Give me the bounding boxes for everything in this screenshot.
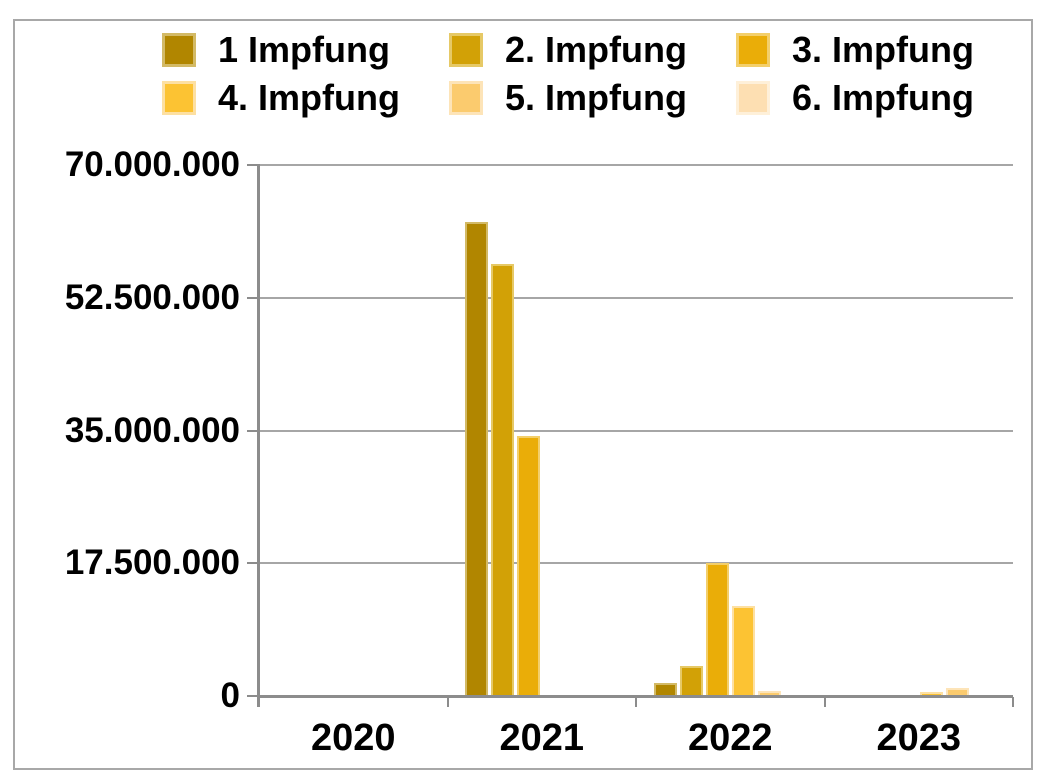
legend-swatch-4-impfung-icon [162, 81, 196, 115]
chart-outer-border [13, 19, 1033, 770]
legend-item-4-impfung: 4. Impfung [162, 74, 449, 122]
legend-swatch-5-impfung-icon [449, 81, 483, 115]
gridline [259, 164, 1013, 166]
bar-2022-impfung-5 [757, 691, 781, 696]
legend-swatch-1-impfung-icon [162, 33, 196, 67]
y-axis-tick [247, 164, 257, 166]
legend-swatch-3-impfung-icon [736, 33, 770, 67]
x-tick-label-2021: 2021 [499, 717, 585, 759]
bar-2023-impfung-4 [920, 692, 944, 696]
legend-label-5-impfung: 5. Impfung [505, 77, 687, 118]
bar-2021-impfung-1 [465, 222, 489, 696]
legend-item-1-impfung: 1 Impfung [162, 26, 449, 74]
y-tick-label-35m: 35.000.000 [64, 410, 240, 450]
legend-label-4-impfung: 4. Impfung [218, 77, 400, 118]
y-tick-label-70m: 70.000.000 [64, 145, 240, 184]
x-axis-tick [635, 697, 637, 707]
x-axis-tick [823, 697, 826, 707]
x-tick-label-2023: 2023 [876, 717, 962, 759]
bar-2022-impfung-2 [679, 666, 703, 696]
legend-label-3-impfung: 3. Impfung [792, 29, 974, 70]
bar-2021-impfung-3 [517, 436, 541, 696]
x-axis-tick [446, 697, 449, 707]
bar-2021-impfung-2 [491, 264, 515, 696]
x-tick-label-2022: 2022 [687, 717, 773, 759]
gridline [259, 296, 1013, 299]
bar-2022-impfung-1 [653, 683, 677, 696]
y-axis-tick [247, 296, 257, 299]
x-axis-tick [258, 697, 260, 707]
bar-2022-impfung-3 [705, 563, 729, 696]
y-axis-tick [247, 429, 257, 432]
y-tick-label-0: 0 [220, 676, 240, 715]
y-tick-label-17-5m: 17.500.000 [64, 543, 240, 583]
bar-2023-impfung-5 [946, 688, 970, 696]
legend-item-6-impfung: 6. Impfung [736, 74, 1023, 122]
x-tick-label-2020: 2020 [310, 717, 396, 759]
legend-label-1-impfung: 1 Impfung [218, 29, 390, 70]
x-axis-tick [1012, 697, 1014, 707]
x-axis-line [257, 694, 1013, 698]
legend-label-2-impfung: 2. Impfung [505, 29, 687, 70]
gridline [259, 562, 1013, 565]
legend-swatch-6-impfung-icon [736, 81, 770, 115]
y-axis-line [257, 164, 260, 707]
legend-item-3-impfung: 3. Impfung [736, 26, 1023, 74]
bar-2022-impfung-4 [731, 606, 755, 696]
gridline [259, 429, 1013, 432]
y-axis-tick [247, 695, 257, 697]
legend-swatch-2-impfung-icon [449, 33, 483, 67]
y-tick-label-52-5m: 52.500.000 [64, 277, 240, 317]
chart-legend: 1 Impfung 2. Impfung 3. Impfung 4. Impfu… [162, 26, 1028, 122]
legend-item-5-impfung: 5. Impfung [449, 74, 736, 122]
legend-item-2-impfung: 2. Impfung [449, 26, 736, 74]
y-axis-tick [247, 562, 257, 565]
legend-label-6-impfung: 6. Impfung [792, 77, 974, 118]
